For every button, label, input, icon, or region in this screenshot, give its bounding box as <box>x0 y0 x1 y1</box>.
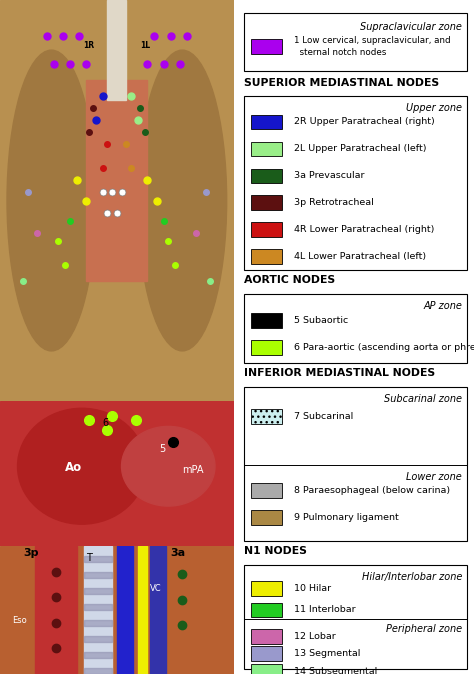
Bar <box>244 565 467 669</box>
Bar <box>84 636 112 642</box>
Text: Supraclavicular zone: Supraclavicular zone <box>360 22 462 32</box>
Bar <box>251 603 282 617</box>
Ellipse shape <box>18 408 146 524</box>
Text: 5 Subaortic: 5 Subaortic <box>294 316 348 326</box>
Bar <box>251 39 282 54</box>
Text: SUPERIOR MEDIASTINAL NODES: SUPERIOR MEDIASTINAL NODES <box>244 78 439 88</box>
Text: INFERIOR MEDIASTINAL NODES: INFERIOR MEDIASTINAL NODES <box>244 368 435 378</box>
Bar <box>150 546 166 674</box>
Bar <box>251 510 282 525</box>
Bar <box>108 0 126 100</box>
Bar <box>251 195 282 210</box>
Ellipse shape <box>121 427 215 506</box>
Text: 2R Upper Paratracheal (right): 2R Upper Paratracheal (right) <box>294 117 435 127</box>
Bar <box>84 546 112 674</box>
Text: Upper zone: Upper zone <box>406 103 462 113</box>
Bar <box>251 340 282 355</box>
Text: 3p: 3p <box>23 548 39 558</box>
Text: 9 Pulmonary ligament: 9 Pulmonary ligament <box>294 513 399 522</box>
Bar <box>117 546 133 674</box>
Text: VC: VC <box>150 584 161 592</box>
Bar <box>251 168 282 183</box>
Text: 3a: 3a <box>171 548 186 558</box>
Text: Lower zone: Lower zone <box>406 472 462 482</box>
Text: 3p Retrotracheal: 3p Retrotracheal <box>294 198 374 208</box>
Bar <box>251 409 282 424</box>
Text: 1 Low cervical, supraclavicular, and
  sternal notch nodes: 1 Low cervical, supraclavicular, and ste… <box>294 36 450 57</box>
Text: 4R Lower Paratracheal (right): 4R Lower Paratracheal (right) <box>294 225 434 235</box>
Text: 8 Paraesophageal (below carina): 8 Paraesophageal (below carina) <box>294 486 450 495</box>
Text: AP zone: AP zone <box>423 301 462 311</box>
Text: 13 Segmental: 13 Segmental <box>294 649 360 658</box>
Bar <box>251 664 282 674</box>
Text: 5: 5 <box>159 443 165 454</box>
Bar <box>84 555 112 562</box>
Bar <box>251 646 282 661</box>
Bar <box>244 96 467 270</box>
Text: 11 Interlobar: 11 Interlobar <box>294 605 356 615</box>
Bar <box>244 387 467 541</box>
Bar <box>251 581 282 596</box>
Bar <box>84 572 112 578</box>
Text: 2L Upper Paratracheal (left): 2L Upper Paratracheal (left) <box>294 144 427 154</box>
Ellipse shape <box>7 50 96 351</box>
Bar <box>244 294 467 363</box>
Bar <box>251 222 282 237</box>
Bar <box>86 80 147 280</box>
Bar <box>84 588 112 594</box>
Text: 7 Subcarinal: 7 Subcarinal <box>294 412 353 421</box>
Text: 12 Lobar: 12 Lobar <box>294 632 336 641</box>
Bar <box>251 483 282 498</box>
Text: 6: 6 <box>103 418 109 428</box>
Bar <box>84 652 112 658</box>
Text: 4L Lower Paratracheal (left): 4L Lower Paratracheal (left) <box>294 252 426 262</box>
Ellipse shape <box>138 50 227 351</box>
Bar <box>251 115 282 129</box>
Bar <box>251 313 282 328</box>
Bar <box>84 604 112 610</box>
Text: Subcarinal zone: Subcarinal zone <box>384 394 462 404</box>
Text: Hilar/Interlobar zone: Hilar/Interlobar zone <box>362 572 462 582</box>
Text: Peripheral zone: Peripheral zone <box>386 624 462 634</box>
Text: AORTIC NODES: AORTIC NODES <box>244 275 335 285</box>
Text: 6 Para-aortic (ascending aorta or phrenic): 6 Para-aortic (ascending aorta or phreni… <box>294 343 474 353</box>
Text: 10 Hilar: 10 Hilar <box>294 584 331 593</box>
Bar <box>84 667 112 674</box>
Text: T: T <box>86 553 92 563</box>
Bar <box>84 619 112 626</box>
Text: 14 Subsegmental: 14 Subsegmental <box>294 667 377 674</box>
Bar <box>251 249 282 264</box>
Text: Eso: Eso <box>12 616 27 625</box>
Bar <box>244 13 467 71</box>
Text: 1R: 1R <box>83 41 94 50</box>
Text: 1L: 1L <box>140 41 150 50</box>
Bar <box>138 546 147 674</box>
Text: Ao: Ao <box>65 460 82 474</box>
Text: 3a Prevascular: 3a Prevascular <box>294 171 365 181</box>
Bar <box>251 142 282 156</box>
Bar <box>35 546 77 674</box>
Text: mPA: mPA <box>182 466 204 475</box>
Bar <box>251 629 282 644</box>
Text: N1 NODES: N1 NODES <box>244 546 307 556</box>
